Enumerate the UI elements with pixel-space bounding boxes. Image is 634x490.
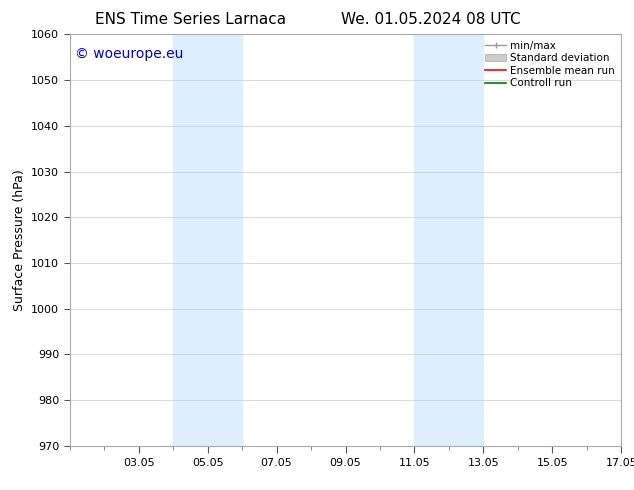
Legend: min/max, Standard deviation, Ensemble mean run, Controll run: min/max, Standard deviation, Ensemble me… bbox=[481, 36, 619, 93]
Y-axis label: Surface Pressure (hPa): Surface Pressure (hPa) bbox=[13, 169, 25, 311]
Text: ENS Time Series Larnaca: ENS Time Series Larnaca bbox=[94, 12, 286, 27]
Text: We. 01.05.2024 08 UTC: We. 01.05.2024 08 UTC bbox=[341, 12, 521, 27]
Bar bbox=[173, 34, 242, 446]
Text: © woeurope.eu: © woeurope.eu bbox=[75, 47, 184, 61]
Bar bbox=[415, 34, 483, 446]
